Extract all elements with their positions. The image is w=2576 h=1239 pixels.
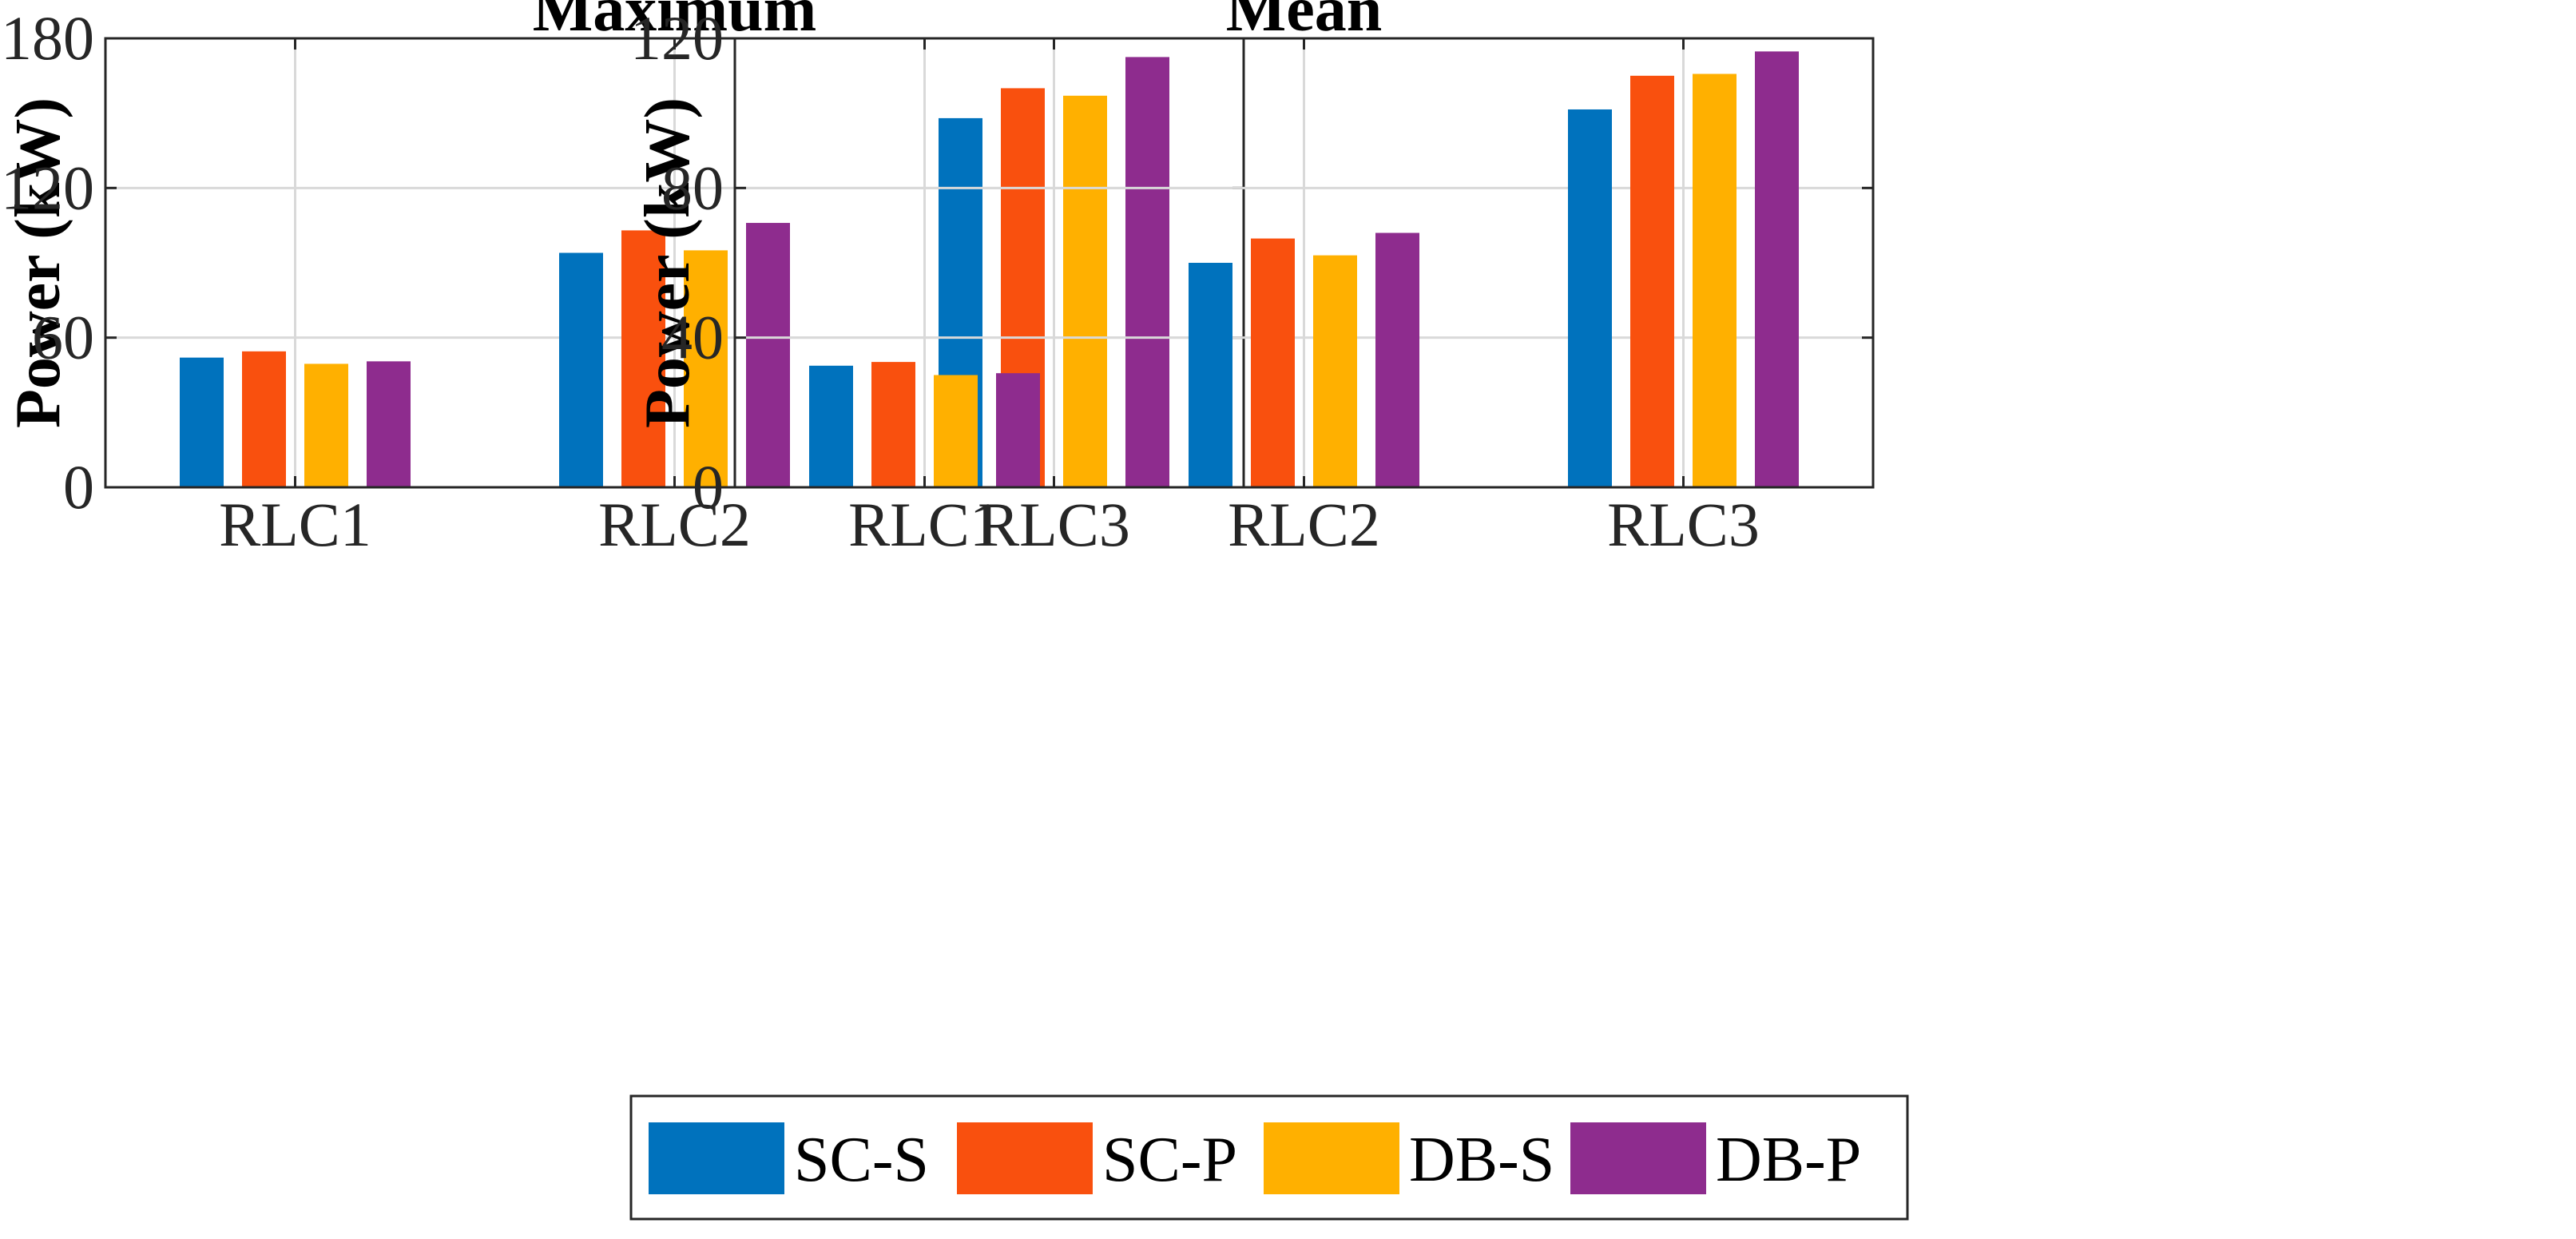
bar-sc-p-rlc2 bbox=[1251, 238, 1295, 487]
y-axis-label: Power (kW) bbox=[633, 97, 703, 428]
bar-sc-p-rlc1 bbox=[242, 351, 286, 487]
legend: SC-S SC-P DB-S DB-P bbox=[629, 1094, 1909, 1221]
grid bbox=[735, 38, 1873, 487]
bar-sc-s-rlc1 bbox=[809, 365, 853, 487]
bar-db-s-rlc2 bbox=[1313, 255, 1357, 487]
ticks: 0 60 120 180 RLC1 RLC2 RLC3 bbox=[1, 3, 1244, 559]
legend-label: DB-S bbox=[1409, 1125, 1554, 1195]
y-tick-label: 0 bbox=[63, 452, 94, 522]
x-tick-label-rlc1: RLC1 bbox=[219, 490, 371, 559]
y-tick-label: 60 bbox=[32, 303, 94, 372]
bar-db-p-rlc2 bbox=[746, 223, 790, 487]
bar-db-p-rlc1 bbox=[996, 373, 1040, 487]
x-tick-label-rlc3: RLC3 bbox=[978, 490, 1130, 559]
x-tick-label-rlc2: RLC2 bbox=[1228, 490, 1380, 559]
legend-item-db-p: DB-P bbox=[1570, 1122, 1861, 1195]
legend-item-sc-s: SC-S bbox=[649, 1122, 929, 1195]
bar-db-p-rlc2 bbox=[1375, 232, 1419, 487]
bar-db-p-rlc3 bbox=[1755, 51, 1799, 488]
y-tick-label: 180 bbox=[1, 3, 94, 73]
legend-item-db-s: DB-S bbox=[1264, 1122, 1554, 1195]
legend-swatch bbox=[1570, 1122, 1706, 1194]
bars bbox=[180, 57, 1169, 488]
legend-item-sc-p: SC-P bbox=[957, 1122, 1237, 1195]
y-tick-label: 120 bbox=[630, 3, 724, 73]
x-tick-label-rlc2: RLC2 bbox=[598, 490, 751, 559]
bars bbox=[809, 51, 1799, 488]
bar-sc-s-rlc2 bbox=[559, 252, 603, 487]
legend-swatch bbox=[649, 1122, 784, 1194]
y-tick-label: 80 bbox=[661, 153, 724, 222]
x-tick-label-rlc1: RLC1 bbox=[848, 490, 1001, 559]
ticks: 0 40 80 120 RLC1 RLC2 RLC3 bbox=[630, 3, 1873, 559]
x-tick-label-rlc3: RLC3 bbox=[1607, 490, 1760, 559]
bar-sc-p-rlc3 bbox=[1630, 75, 1674, 488]
bar-sc-p-rlc2 bbox=[621, 230, 665, 487]
bar-db-s-rlc2 bbox=[684, 250, 728, 487]
bar-sc-s-rlc2 bbox=[1189, 263, 1232, 487]
legend-label: SC-P bbox=[1102, 1125, 1237, 1195]
bar-sc-s-rlc3 bbox=[1568, 109, 1612, 487]
legend-swatch bbox=[957, 1122, 1093, 1194]
bar-db-s-rlc1 bbox=[934, 375, 978, 487]
y-tick-label: 120 bbox=[1, 153, 94, 222]
y-axis-label: Power (kW) bbox=[3, 97, 73, 428]
legend-label: DB-P bbox=[1716, 1125, 1861, 1195]
legend-label: SC-S bbox=[794, 1125, 929, 1195]
bar-db-s-rlc1 bbox=[304, 363, 348, 487]
bar-db-p-rlc1 bbox=[367, 361, 411, 487]
bar-sc-s-rlc1 bbox=[180, 357, 224, 487]
bar-db-s-rlc3 bbox=[1693, 73, 1737, 487]
bar-sc-p-rlc1 bbox=[871, 362, 915, 487]
y-tick-label: 40 bbox=[661, 303, 724, 372]
y-tick-label: 0 bbox=[693, 452, 724, 522]
bar-db-p-rlc3 bbox=[1125, 57, 1169, 487]
bar-db-s-rlc3 bbox=[1063, 95, 1107, 488]
legend-swatch bbox=[1264, 1122, 1399, 1194]
